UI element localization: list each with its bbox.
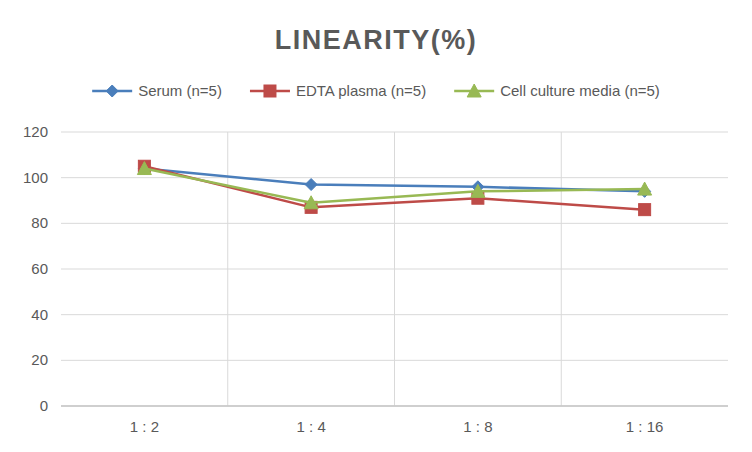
legend-label: EDTA plasma (n=5) [296,82,426,99]
legend-marker [264,85,276,97]
data-point [305,179,317,191]
chart: LINEARITY(%) 0 20 40 60 80 100 120 1 : 2 1 : 4 1 :… [0,0,752,452]
category-grid-line [227,132,228,406]
category-grid-line [394,132,395,406]
legend-label: Cell culture media (n=5) [500,82,660,99]
data-point [471,184,485,197]
plot-area [137,160,651,215]
category-grid-line [561,132,562,406]
y-tick-label: 0 [40,397,48,414]
y-tick-label: 40 [31,306,48,323]
legend: Serum (n=5) EDTA plasma (n=5) Cell culture… [92,82,660,99]
x-tick-label: 1 : 2 [130,418,159,435]
y-tick-label: 120 [23,123,48,140]
y-tick-label: 60 [31,260,48,277]
grid-line [61,406,728,407]
data-point [137,162,151,175]
y-tick-label: 80 [31,214,48,231]
x-axis [61,406,728,407]
background [0,0,752,452]
series-line [144,169,644,203]
legend-marker [106,85,118,97]
data-point [304,196,318,209]
series-line [144,169,644,192]
y-tick-label: 100 [23,169,48,186]
data-point [638,182,652,195]
y-tick-label: 20 [31,351,48,368]
data-point [639,204,651,216]
series-line [144,166,644,209]
x-tick-label: 1 : 16 [626,418,664,435]
legend-label: Serum (n=5) [138,82,222,99]
title: LINEARITY(%) [275,25,478,55]
x-tick-label: 1 : 4 [297,418,326,435]
legend-marker [467,84,481,97]
x-tick-label: 1 : 8 [463,418,492,435]
